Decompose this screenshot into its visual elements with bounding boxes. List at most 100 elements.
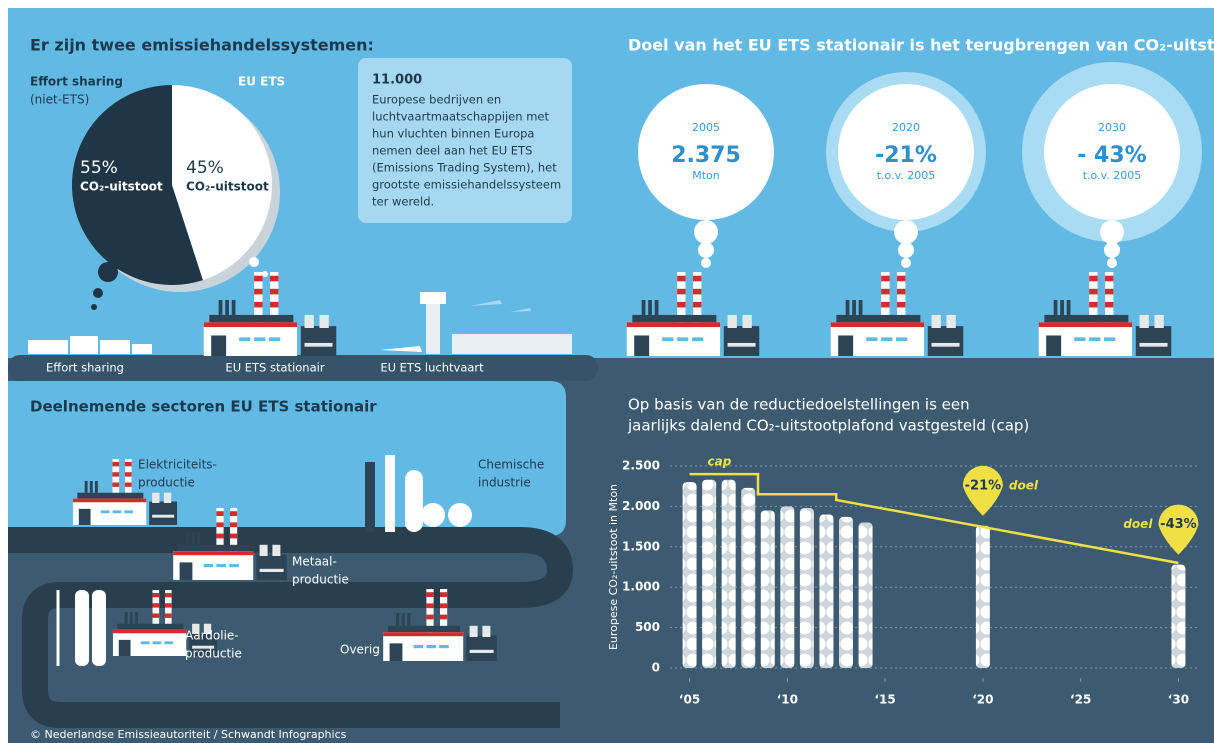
pie-unit: CO₂-uitstoot: [80, 180, 163, 194]
pie-category-note: (niet-ETS): [30, 93, 89, 107]
thought-bubble: [249, 257, 259, 267]
x-tick-label: ‘10: [777, 693, 798, 707]
info-line: Europese bedrijven en: [372, 93, 501, 107]
bubble: [838, 84, 974, 220]
sector-label: Metaal-: [292, 555, 337, 569]
cap-line: [689, 472, 1179, 565]
pie-value-label: 45%: [186, 158, 224, 178]
callout-label: -21%: [965, 478, 1002, 493]
sector-label: Elektriciteits-: [138, 458, 217, 472]
thought-bubble: [91, 304, 97, 310]
x-tick-label: ‘05: [679, 693, 700, 707]
bar: [799, 508, 814, 668]
sector-labels: Elektriciteits-productie Chemische industr…: [138, 458, 544, 661]
pie-category: EU ETS: [238, 75, 285, 89]
bar: [858, 522, 873, 668]
oil-tank: [75, 590, 89, 666]
x-tick-label: ‘25: [1070, 693, 1091, 707]
system-strip: [8, 355, 598, 381]
target-value: 2.375: [671, 143, 741, 168]
sector-label: productie: [292, 573, 349, 587]
thought-bubble: [898, 242, 914, 258]
pie-category: Effort sharing: [30, 75, 123, 89]
thought-bubble: [98, 262, 118, 282]
callout: [962, 465, 1003, 516]
x-tick-label: ‘20: [972, 693, 993, 707]
info-line: luchtvaartmaatschappijen met: [372, 110, 549, 124]
chemical-plant: [405, 470, 423, 532]
info-box: [358, 58, 572, 223]
info-line: grootste emissiehandelssysteem: [372, 178, 561, 192]
bubble: [638, 84, 774, 220]
credit: © Nederlandse Emissieautoriteit / Schwan…: [30, 728, 347, 741]
pie-unit: CO₂-uitstoot: [186, 180, 269, 194]
callout-note: doel: [1123, 517, 1153, 531]
house: [70, 336, 98, 354]
sector-title: Deelnemende sectoren EU ETS stationair: [30, 398, 377, 416]
thought-bubble: [694, 220, 718, 244]
chart-title: Op basis van de reductiedoelstellingen i…: [628, 396, 970, 414]
header-left: Er zijn twee emissiehandelssystemen:: [30, 36, 374, 55]
bar-chart: Op basis van de reductiedoelstellingen i…: [607, 396, 1199, 707]
control-tower: [426, 300, 440, 354]
pie-slice: [172, 85, 272, 281]
system-label: EU ETS luchtvaart: [380, 361, 484, 375]
system-labels: Effort sharing EU ETS stationair EU ETS lu…: [46, 361, 484, 375]
target-year: 2020: [892, 121, 920, 134]
y-tick-label: 1.000: [622, 580, 660, 594]
y-tick-label: 1.500: [622, 539, 660, 553]
bar: [760, 510, 775, 668]
sector-label: productie: [138, 476, 195, 490]
chemical-plant: [421, 503, 445, 527]
info-line: (Emissions Trading System), het: [372, 161, 557, 175]
y-tick-label: 2.000: [622, 499, 660, 513]
x-tick-label: ‘15: [874, 693, 895, 707]
cap-label: cap: [708, 455, 732, 469]
house: [100, 340, 130, 354]
thought-bubble: [894, 220, 918, 244]
chemical-plant: [385, 455, 395, 532]
thought-bubble: [1104, 242, 1120, 258]
oil-tank: [92, 590, 106, 666]
y-tick-label: 0: [652, 661, 660, 675]
callout: [1158, 504, 1199, 555]
thought-bubble: [262, 271, 268, 277]
bar: [975, 525, 990, 668]
road: [8, 527, 574, 728]
left-margin: [0, 0, 8, 743]
sector-label: Overig: [340, 643, 380, 657]
bar: [1171, 564, 1186, 668]
terminal: [452, 334, 572, 354]
thought-bubble: [93, 288, 103, 298]
sector-label: industrie: [478, 476, 531, 490]
target-value: -21%: [875, 143, 937, 168]
chart-title: jaarlijks dalend CO₂-uitstootplafond vas…: [627, 417, 1029, 435]
x-tick-label: ‘30: [1168, 693, 1189, 707]
y-axis-label: Europese CO₂-uitstoot in Mton: [607, 484, 620, 650]
thought-bubble: [1100, 220, 1124, 244]
plane: [510, 308, 531, 312]
sector-label: Chemische: [478, 458, 544, 472]
info-line: hun vluchten binnen Europa: [372, 127, 534, 141]
thought-bubble: [701, 258, 711, 268]
target-year: 2005: [692, 121, 720, 134]
bar: [819, 514, 834, 668]
system-label: EU ETS stationair: [225, 361, 324, 375]
house: [132, 344, 152, 354]
plane: [470, 300, 502, 306]
bar: [682, 482, 697, 668]
bar: [741, 487, 756, 668]
sector-label: productie: [185, 647, 242, 661]
bar: [721, 479, 736, 668]
info-number: 11.000: [372, 73, 422, 88]
target-year: 2030: [1098, 121, 1126, 134]
sector-label: Aardolie-: [185, 629, 239, 643]
system-label: Effort sharing: [46, 361, 124, 375]
bar: [702, 479, 717, 668]
top-margin: [0, 0, 1214, 8]
thought-bubble: [698, 242, 714, 258]
info-line: nemen deel aan het EU ETS: [372, 144, 532, 158]
thought-bubble: [901, 258, 911, 268]
pie-value-label: 55%: [80, 158, 118, 178]
